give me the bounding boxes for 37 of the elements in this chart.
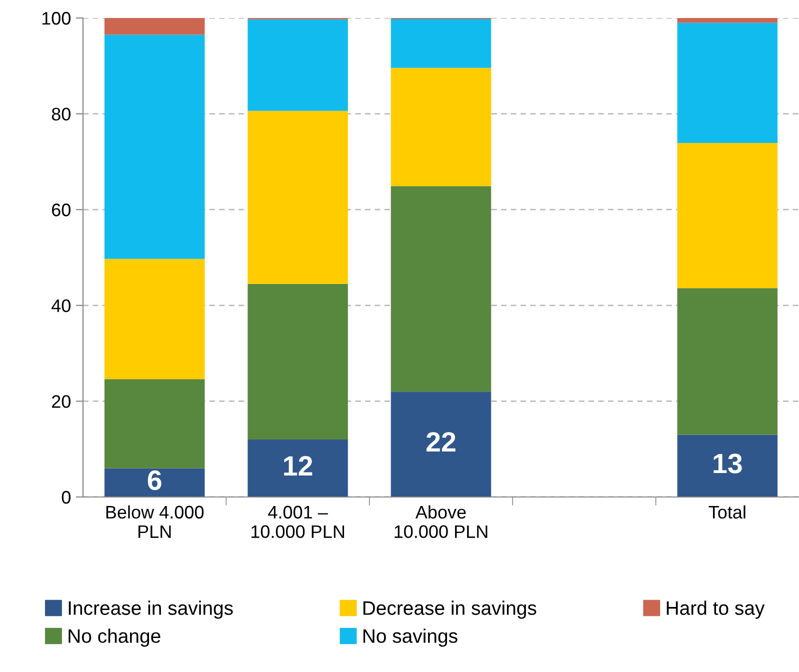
data-label: 22 <box>426 432 456 452</box>
bar <box>677 18 778 23</box>
bar <box>390 186 492 392</box>
bar <box>248 284 348 440</box>
legend-label: Hard to say <box>666 600 765 619</box>
bar <box>248 440 348 497</box>
bar <box>677 143 778 288</box>
y-tick-label: 100 <box>42 12 70 25</box>
bar <box>677 288 778 435</box>
bar <box>104 258 205 380</box>
y-tick-label: 0 <box>62 490 70 504</box>
bar <box>390 392 492 497</box>
data-label: 6 <box>148 470 162 490</box>
bar <box>104 379 205 468</box>
legend-label: Increase in savings <box>68 600 233 619</box>
y-tick-label: 60 <box>52 204 70 216</box>
bar <box>390 68 492 186</box>
x-tick-label: Above 10.000 PLN <box>394 505 488 538</box>
bar <box>677 434 778 497</box>
x-tick-label: Total <box>708 505 746 519</box>
y-tick-label: 40 <box>52 299 70 312</box>
bar <box>677 22 778 144</box>
x-tick-label: Below 4.000 PLN <box>106 505 204 538</box>
bar <box>390 18 492 68</box>
legend-label: No change <box>68 628 160 647</box>
data-label: 12 <box>284 456 312 476</box>
bar <box>104 18 205 35</box>
bar <box>248 19 348 111</box>
bar <box>104 34 205 259</box>
legend-label: No savings <box>363 628 458 647</box>
legend-label: Decrease in savings <box>363 600 536 619</box>
y-tick-label: 20 <box>52 395 70 408</box>
bar <box>104 468 205 497</box>
bar <box>248 110 348 284</box>
data-label: 13 <box>714 454 742 474</box>
y-tick-label: 80 <box>52 108 70 121</box>
x-tick-label: 4.001 – 10.000 PLN <box>251 506 344 538</box>
